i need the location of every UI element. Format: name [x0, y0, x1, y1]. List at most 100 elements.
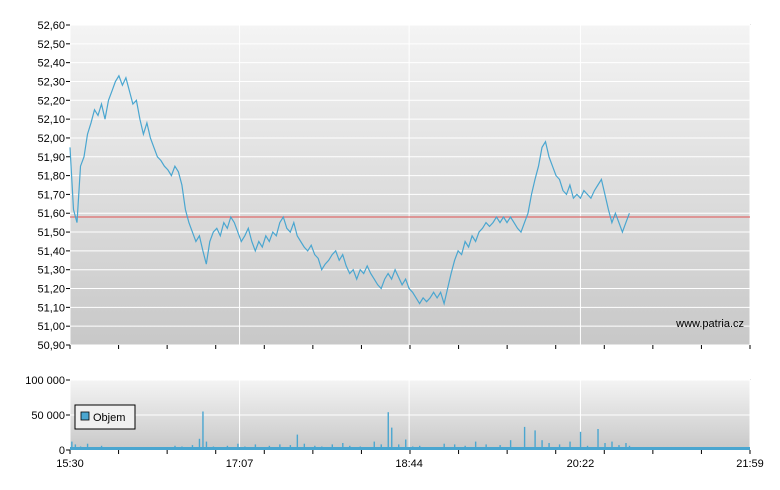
price-y-tick-label: 52,40 [37, 58, 65, 70]
price-y-tick-label: 52,30 [37, 76, 65, 88]
volume-y-axis: 100 000 50 000 0 [25, 375, 70, 457]
volume-bar [342, 443, 344, 450]
price-y-tick-label: 51,00 [37, 321, 65, 333]
volume-bar [79, 446, 82, 450]
volume-bar [412, 446, 414, 450]
volume-x-tick-label: 18:44 [395, 458, 423, 470]
volume-y-tick-label: 50 000 [31, 410, 65, 422]
volume-bar [516, 447, 519, 450]
volume-bar [349, 445, 351, 450]
price-y-tick-label: 51,10 [37, 302, 65, 314]
volume-bar [93, 447, 96, 450]
volume-bar [125, 447, 127, 450]
price-y-tick-label: 52,10 [37, 114, 65, 126]
volume-bar [579, 431, 582, 450]
price-y-tick-label: 52,60 [37, 20, 65, 32]
volume-bar [611, 441, 613, 450]
volume-bar [419, 445, 421, 450]
volume-bar [548, 443, 550, 450]
volume-bar [237, 443, 239, 450]
volume-bar [100, 445, 103, 450]
volume-bar [359, 446, 361, 450]
price-y-tick-label: 52,50 [37, 39, 65, 51]
volume-bars [70, 411, 750, 450]
volume-bar [314, 445, 316, 450]
volume-bar [509, 440, 512, 450]
volume-bar [321, 446, 323, 450]
volume-bar [373, 441, 375, 450]
volume-bar [485, 444, 487, 450]
volume-bar [597, 429, 599, 450]
volume-y-tick-label: 0 [59, 445, 65, 457]
volume-bar [279, 444, 281, 450]
volume-bar [604, 443, 606, 450]
volume-bar [625, 443, 627, 450]
volume-bar [387, 412, 389, 450]
volume-bar [628, 445, 631, 450]
legend-swatch [80, 411, 90, 421]
volume-bar [499, 445, 501, 450]
volume-legend: Objem [74, 404, 136, 430]
volume-bar [391, 427, 393, 450]
volume-x-tick-label: 15:30 [56, 458, 84, 470]
volume-bar [205, 441, 208, 450]
volume-bar [429, 447, 431, 450]
volume-baseline [70, 447, 750, 450]
volume-bar [268, 445, 271, 450]
price-y-tick-label: 52,20 [37, 95, 65, 107]
price-y-tick-label: 51,30 [37, 265, 65, 277]
volume-bar [111, 447, 113, 450]
price-y-tick-label: 51,70 [37, 189, 65, 201]
volume-bar [71, 441, 73, 450]
volume-bar [174, 445, 176, 450]
volume-bar [534, 430, 536, 450]
volume-bar [296, 434, 299, 450]
volume-bar [380, 444, 382, 450]
price-y-tick-label: 51,60 [37, 208, 65, 220]
volume-bar [558, 444, 561, 450]
volume-bar [212, 446, 215, 450]
volume-bar [142, 447, 145, 450]
volume-bar [191, 445, 194, 450]
watermark: www.patria.cz [675, 318, 744, 330]
volume-bar [74, 444, 77, 450]
volume-bar [618, 445, 620, 450]
volume-bar [586, 445, 589, 450]
volume-bar [289, 445, 292, 450]
volume-bar [443, 443, 445, 450]
volume-bar [474, 441, 477, 450]
volume-bar [303, 443, 306, 450]
price-series-line [69, 74, 630, 306]
price-y-axis: 52,60 52,50 52,40 52,30 52,20 52,10 52,00 51,90… [37, 20, 70, 352]
volume-x-tick-label: 17:07 [226, 458, 254, 470]
volume-bar [541, 440, 543, 450]
volume-bar [244, 446, 246, 450]
volume-y-tick-label: 100 000 [25, 375, 65, 387]
volume-bar [198, 438, 201, 450]
volume-bar [453, 444, 456, 450]
volume-bar [398, 444, 400, 450]
volume-bar [464, 445, 466, 450]
volume-bar [405, 439, 407, 450]
volume-x-tick-label: 20:22 [567, 458, 595, 470]
price-y-tick-label: 52,00 [37, 133, 65, 145]
price-y-tick-label: 51,40 [37, 246, 65, 258]
volume-bar [254, 444, 257, 450]
volume-bar [331, 444, 334, 450]
price-y-tick-label: 51,50 [37, 227, 65, 239]
volume-bar [523, 426, 526, 450]
price-y-tick-label: 51,20 [37, 284, 65, 296]
price-y-tick-label: 50,90 [37, 340, 65, 352]
volume-bar [181, 446, 183, 450]
volume-bar [167, 447, 169, 450]
volume-bar [569, 441, 571, 450]
price-y-tick-label: 51,80 [37, 171, 65, 183]
price-x-axis [69, 345, 751, 349]
volume-bar [226, 445, 229, 450]
volume-bar [202, 411, 204, 450]
price-y-tick-label: 51,90 [37, 152, 65, 164]
legend-label: Objem [93, 412, 125, 424]
volume-bar [86, 443, 89, 450]
